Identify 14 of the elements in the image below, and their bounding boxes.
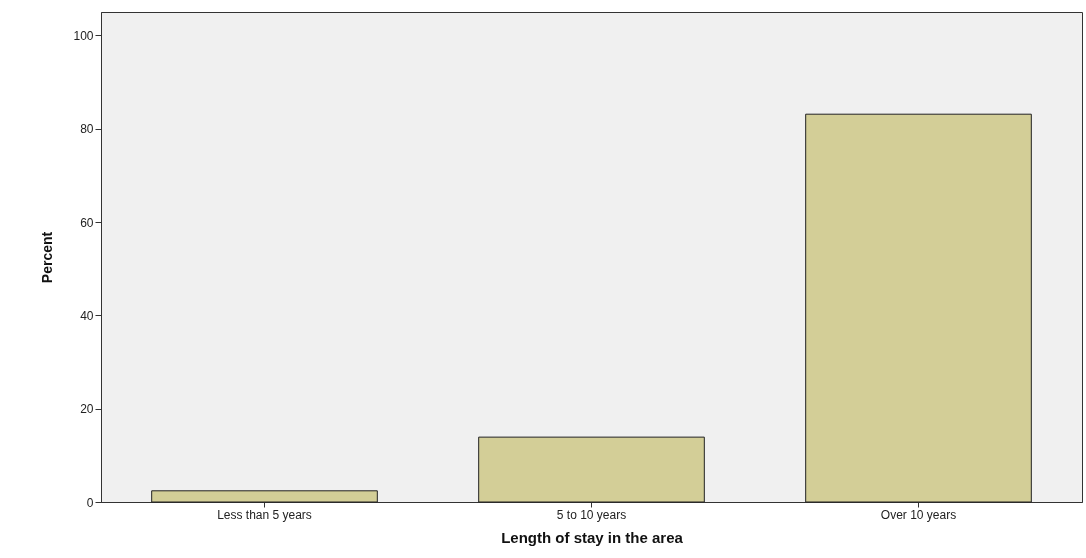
y-tick-label: 60 bbox=[80, 215, 94, 230]
x-tick-label: 5 to 10 years bbox=[556, 507, 627, 522]
x-tick-label: Less than 5 years bbox=[217, 507, 312, 522]
y-tick-label: 100 bbox=[73, 28, 94, 43]
bar bbox=[151, 490, 378, 503]
x-axis-title: Length of stay in the area bbox=[501, 528, 684, 546]
y-tick-label: 0 bbox=[86, 495, 94, 510]
bar bbox=[805, 113, 1032, 503]
x-tick-label: Over 10 years bbox=[880, 507, 957, 522]
y-tick-label: 80 bbox=[80, 122, 94, 137]
y-axis-title: Percent bbox=[39, 231, 56, 284]
y-tick-label: 20 bbox=[80, 402, 94, 417]
bar bbox=[478, 436, 705, 503]
y-tick-label: 40 bbox=[80, 308, 94, 323]
